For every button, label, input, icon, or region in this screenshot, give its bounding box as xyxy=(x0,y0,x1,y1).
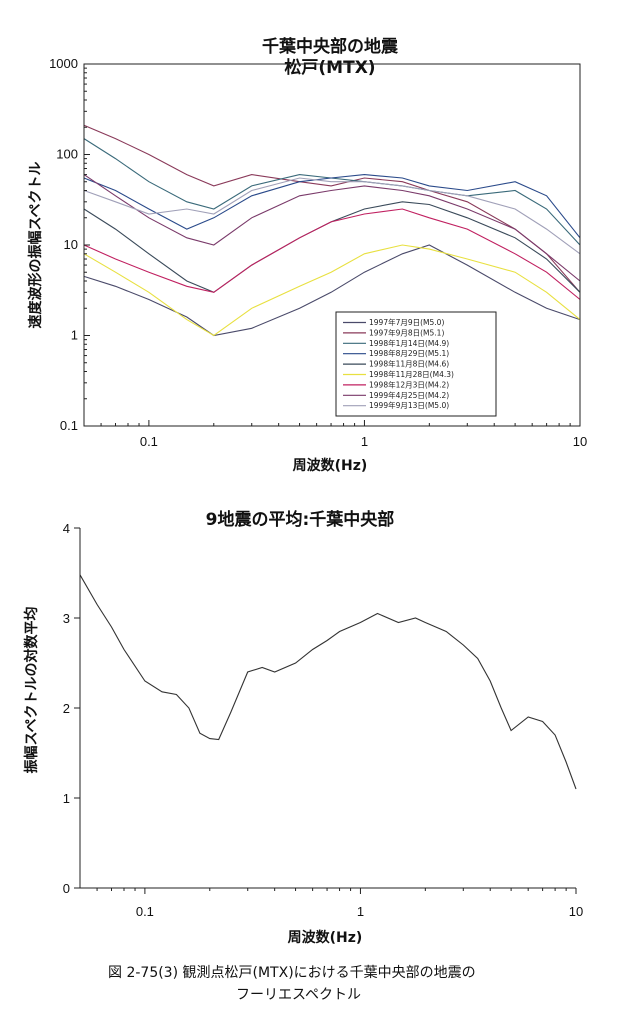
average-series-line xyxy=(79,574,577,790)
top-x-tick-label: 1 xyxy=(361,434,368,449)
bottom-plot-area xyxy=(79,574,577,790)
legend-label-6: 1998年11月28日(M4.3) xyxy=(369,369,454,379)
caption-line-2: フーリエスペクトル xyxy=(236,987,362,1003)
legend-label-4: 1998年8月29日(M5.1) xyxy=(369,348,449,358)
bottom-x-tick-label: 10 xyxy=(569,904,583,919)
bottom-y-tick-label: 2 xyxy=(63,701,70,716)
bottom-chart-title: 9地震の平均:千葉中央部 xyxy=(206,509,395,530)
top-x-axis-label: 周波数(Hz) xyxy=(293,457,368,474)
bottom-x-axis-label: 周波数(Hz) xyxy=(288,929,363,946)
legend-label-8: 1999年4月25日(M4.2) xyxy=(369,390,449,400)
top-plot-area xyxy=(83,124,581,337)
top-y-tick-label: 0.1 xyxy=(60,418,78,433)
legend-label-3: 1998年1月14日(M4.9) xyxy=(369,338,449,348)
legend-label-1: 1997年7月9日(M5.0) xyxy=(369,317,444,327)
legend-label-5: 1998年11月8日(M4.6) xyxy=(369,359,449,369)
series-line-9 xyxy=(83,177,581,255)
figure-caption: 図 2-75(3) 観測点松戸(MTX)における千葉中央部の地震の フーリエスペ… xyxy=(108,962,588,1006)
series-line-5 xyxy=(83,201,581,293)
bottom-y-axis: 0 1 2 3 4 xyxy=(63,521,80,896)
top-y-tick-label: 100 xyxy=(56,147,78,162)
bottom-y-tick-label: 3 xyxy=(63,611,70,626)
bottom-y-tick-label: 1 xyxy=(63,791,70,806)
top-chart-subtitle: 松戸(MTX) xyxy=(284,57,375,78)
series-line-7 xyxy=(83,208,581,300)
top-x-axis: 0.1 1 10 xyxy=(100,420,587,449)
top-y-axis-label: 速度波形の振幅スペクトル xyxy=(27,161,44,328)
top-chart-title: 千葉中央部の地震 xyxy=(262,36,399,57)
legend-label-2: 1997年9月8日(M5.1) xyxy=(369,327,444,337)
series-line-3 xyxy=(83,138,581,246)
bottom-y-tick-label: 4 xyxy=(63,521,70,536)
top-legend: 1997年7月9日(M5.0)1997年9月8日(M5.1)1998年1月14日… xyxy=(335,311,497,417)
top-plot-frame xyxy=(83,63,581,427)
legend-label-7: 1998年12月3日(M4.2) xyxy=(369,379,449,389)
series-line-6 xyxy=(83,244,581,337)
series-line-1 xyxy=(83,244,581,337)
series-line-8 xyxy=(83,174,581,282)
top-y-axis: 0.1 1 10 100 1000 xyxy=(49,56,90,433)
caption-line-1: 図 2-75(3) 観測点松戸(MTX)における千葉中央部の地震の xyxy=(108,965,476,981)
bottom-y-axis-label: 振幅スペクトルの対数平均 xyxy=(23,606,40,773)
top-y-tick-label: 1 xyxy=(71,328,78,343)
bottom-x-tick-label: 0.1 xyxy=(136,904,154,919)
top-y-tick-label: 1000 xyxy=(49,56,78,71)
bottom-x-tick-label: 1 xyxy=(357,904,364,919)
bottom-x-axis: 0.1 1 10 xyxy=(96,888,583,919)
legend-label-9: 1999年9月13日(M5.0) xyxy=(369,400,449,410)
top-x-tick-label: 0.1 xyxy=(140,434,158,449)
top-y-tick-label: 10 xyxy=(64,237,78,252)
top-x-tick-label: 10 xyxy=(573,434,587,449)
bottom-chart: 9地震の平均:千葉中央部 0 1 2 3 4 0.1 1 10 周波数(Hz) 振幅スペクト… xyxy=(23,509,583,946)
top-chart: 千葉中央部の地震 松戸(MTX) 0.1 1 10 100 1000 0.1 1 10 周波… xyxy=(27,36,587,474)
series-line-4 xyxy=(83,174,581,239)
bottom-y-tick-label: 0 xyxy=(63,881,70,896)
series-line-2 xyxy=(83,124,581,293)
